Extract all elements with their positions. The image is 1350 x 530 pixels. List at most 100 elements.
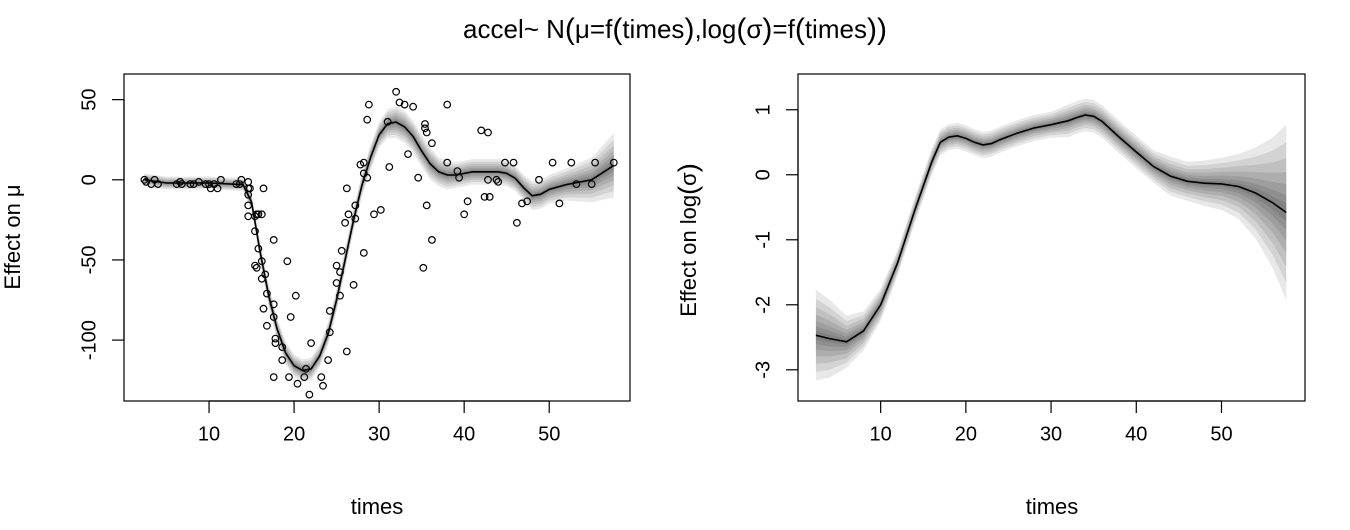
data-point <box>344 210 353 219</box>
data-point <box>428 235 436 244</box>
data-point <box>257 210 266 219</box>
data-point <box>244 177 253 186</box>
x-tick-label: 50 <box>1210 423 1232 445</box>
data-point <box>523 197 531 206</box>
data-point <box>278 356 287 365</box>
right-y-axis: -3 -2 -1 0 1 <box>752 104 799 379</box>
data-point <box>421 120 429 128</box>
data-point <box>359 248 368 257</box>
data-point <box>484 128 492 137</box>
data-point <box>254 210 263 219</box>
x-tick-label: 50 <box>538 423 560 445</box>
data-point <box>359 158 368 167</box>
x-tick-label: 20 <box>283 423 305 445</box>
data-point <box>285 373 293 382</box>
left-plot-frame <box>123 73 631 402</box>
x-tick-label: 40 <box>453 423 475 445</box>
data-point <box>251 261 259 270</box>
y-tick-label: 50 <box>78 89 100 111</box>
data-point <box>245 184 254 193</box>
data-point <box>370 210 378 219</box>
mu-credible-band <box>144 106 614 382</box>
x-tick-label: 10 <box>198 423 220 445</box>
x-tick-label: 30 <box>368 423 390 445</box>
data-point <box>494 177 503 186</box>
data-point <box>587 180 596 189</box>
figure-title: accel~ N(μ=f(times),log(σ)=f(times)) <box>463 13 887 46</box>
data-point <box>422 128 431 137</box>
data-point <box>252 263 261 272</box>
data-point <box>213 184 222 193</box>
data-point <box>443 100 452 109</box>
data-point <box>513 218 521 227</box>
data-point <box>414 173 423 182</box>
data-point <box>293 379 302 388</box>
y-tick-label: -3 <box>752 361 774 379</box>
data-point <box>176 177 185 186</box>
data-point <box>392 87 401 96</box>
data-point <box>351 201 360 210</box>
x-tick-label: 20 <box>955 423 977 445</box>
left-panel: 10 20 30 40 50 -100 -50 0 50 times Effect on μ <box>0 73 631 519</box>
x-tick-label: 40 <box>1125 423 1147 445</box>
data-point <box>342 184 351 193</box>
data-point <box>244 212 253 221</box>
data-point <box>263 321 271 330</box>
data-point <box>509 158 518 167</box>
data-point <box>154 180 162 189</box>
data-point <box>419 263 428 272</box>
data-point <box>201 180 210 189</box>
data-point <box>189 180 198 189</box>
y-tick-label: -1 <box>752 231 774 249</box>
data-point <box>463 197 472 206</box>
data-point <box>177 180 186 189</box>
data-point <box>205 180 213 189</box>
data-point <box>271 339 280 348</box>
data-point <box>237 175 246 184</box>
data-point <box>485 192 494 201</box>
data-point <box>404 150 412 159</box>
sigma-smooth-line <box>815 114 1287 343</box>
data-point <box>186 180 195 189</box>
data-point <box>283 257 292 266</box>
y-tick-label: -50 <box>78 245 100 274</box>
data-point <box>319 381 327 390</box>
data-point <box>286 313 295 321</box>
data-point <box>363 115 372 124</box>
data-point <box>271 334 280 343</box>
data-point <box>443 158 452 167</box>
right-x-axis-label: times <box>1026 494 1079 519</box>
data-point <box>259 184 268 193</box>
data-point <box>251 227 259 236</box>
data-point <box>501 158 509 167</box>
data-point <box>477 126 486 135</box>
y-tick-label: -100 <box>78 320 100 360</box>
data-point <box>142 177 151 186</box>
data-point <box>548 158 557 167</box>
data-point <box>349 281 358 289</box>
data-point <box>259 304 268 313</box>
data-point <box>409 102 418 111</box>
y-tick-label: 1 <box>752 104 774 115</box>
data-point <box>317 373 326 382</box>
y-tick-label: 0 <box>78 174 100 185</box>
data-point <box>307 339 316 348</box>
data-point <box>567 158 576 167</box>
right-x-axis: 10 20 30 40 50 <box>870 400 1233 445</box>
data-point <box>269 373 278 382</box>
data-point <box>518 199 526 208</box>
data-point <box>269 235 278 244</box>
data-point <box>480 192 489 201</box>
left-y-axis-label: Effect on μ <box>0 184 25 289</box>
right-y-axis-label: Effect on log(σ) <box>673 163 703 316</box>
y-tick-label: -2 <box>752 296 774 314</box>
data-point <box>300 373 309 382</box>
mu-smooth-line <box>144 121 615 372</box>
x-tick-label: 10 <box>870 423 892 445</box>
right-panel: 10 20 30 40 50 -3 -2 -1 0 1 times Effect on log(… <box>673 73 1306 519</box>
data-point <box>421 124 429 133</box>
data-point <box>492 175 501 184</box>
data-point <box>337 246 346 255</box>
data-point <box>460 210 469 219</box>
